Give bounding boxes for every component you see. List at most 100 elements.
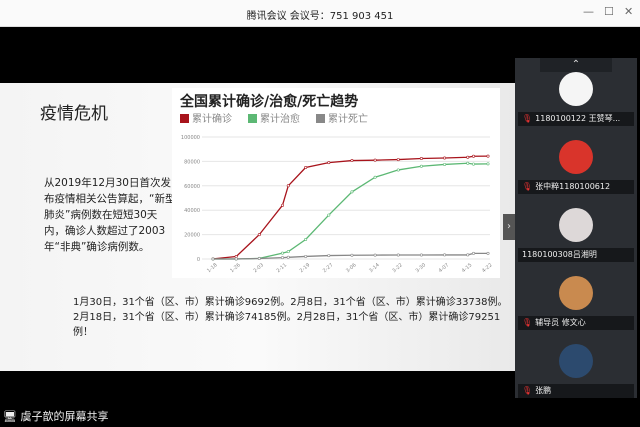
x-tick-label: 3-22 <box>391 262 404 274</box>
data-point <box>373 158 377 162</box>
data-point <box>486 162 490 166</box>
x-tick-label: 3-30 <box>414 262 427 274</box>
data-point <box>257 257 261 261</box>
slide-bottom-text: 1月30日，31个省（区、市）累计确诊9692例。2月8日，31个省（区、市）累… <box>73 297 508 338</box>
data-point <box>466 161 470 165</box>
data-point <box>419 164 423 168</box>
x-tick-label: 3-06 <box>345 262 358 274</box>
data-point <box>419 253 423 257</box>
data-point <box>472 251 476 255</box>
y-tick-label: 0 <box>197 257 200 263</box>
series-line <box>212 252 489 260</box>
x-tick-label: 3-14 <box>368 262 381 274</box>
x-tick-label: 2-11 <box>276 262 289 274</box>
data-point <box>286 255 290 259</box>
data-point <box>350 253 354 257</box>
participant-tile[interactable]: 🎙 辅导员 修文心 <box>515 274 637 342</box>
x-tick-label: 4-22 <box>481 262 494 274</box>
participant-tile[interactable]: 🎙 张鹏 <box>515 342 637 410</box>
screen-share-icon: 🖥 <box>3 410 17 423</box>
avatar <box>559 344 593 378</box>
slide-title: 疫情危机 <box>40 104 108 124</box>
data-point <box>443 156 447 160</box>
participant-name: 🎙 1180100122 王赞琴... <box>518 112 634 126</box>
chart-title: 全国累计确诊/治愈/死亡趋势 <box>179 93 358 110</box>
mic-off-icon: 🎙 <box>522 182 533 191</box>
avatar <box>559 276 593 310</box>
y-tick-label: 40000 <box>184 208 200 214</box>
data-point <box>419 156 423 160</box>
data-point <box>373 175 377 179</box>
data-point <box>486 154 490 158</box>
data-point <box>280 203 284 207</box>
mic-off-icon: 🎙 <box>522 386 533 395</box>
series-line <box>212 155 489 260</box>
window-title: 腾讯会议 会议号：751 903 451 <box>246 11 394 22</box>
data-point <box>350 159 354 163</box>
x-tick-label: 1-18 <box>206 262 219 274</box>
data-point <box>327 161 331 165</box>
data-point <box>350 190 354 194</box>
data-point <box>486 251 490 255</box>
close-button[interactable]: ✕ <box>624 5 634 18</box>
x-tick-label: 2-03 <box>252 262 265 274</box>
data-point <box>327 254 331 258</box>
x-tick-label: 1-26 <box>229 262 242 274</box>
data-point <box>472 162 476 166</box>
y-tick-label: 100000 <box>181 135 200 141</box>
y-tick-label: 80000 <box>184 159 200 165</box>
data-point <box>304 254 308 258</box>
participant-tile[interactable]: 🎙 张中粹1180100612 <box>515 138 637 206</box>
x-tick-label: 4-15 <box>461 262 474 274</box>
data-point <box>304 237 308 241</box>
participant-name: 🎙 张中粹1180100612 <box>518 180 634 194</box>
data-point <box>443 253 447 257</box>
participant-tile[interactable]: 🎙 1180100122 王赞琴... <box>515 70 637 138</box>
data-point <box>396 158 400 162</box>
data-point <box>373 253 377 257</box>
data-point <box>466 253 470 257</box>
series-line <box>213 162 489 260</box>
legend-label: 累计死亡 <box>328 112 368 125</box>
data-point <box>304 166 308 170</box>
legend-swatch <box>180 114 189 123</box>
expand-handle[interactable]: › <box>503 214 515 240</box>
scroll-up-button[interactable]: ⌃ <box>540 58 612 72</box>
data-point <box>257 233 261 237</box>
legend-label: 累计治愈 <box>260 112 300 125</box>
data-point <box>234 257 238 261</box>
participant-panel: ⌃ 🎙 1180100122 王赞琴... 🎙 张中粹1180100612 1180… <box>515 58 637 398</box>
data-point <box>396 168 400 172</box>
x-tick-label: 4-07 <box>438 262 451 274</box>
x-tick-label: 2-27 <box>322 262 335 274</box>
participant-name: 🎙 辅导员 修文心 <box>518 316 634 330</box>
data-point <box>211 257 215 261</box>
legend-label: 累计确诊 <box>192 112 232 125</box>
trend-chart: 全国累计确诊/治愈/死亡趋势 累计确诊 累计治愈 累计死亡 0 20000 40000 600… <box>172 88 500 278</box>
data-point <box>280 251 284 255</box>
avatar <box>559 140 593 174</box>
data-point <box>286 184 290 188</box>
data-point <box>466 155 470 159</box>
minimize-button[interactable]: — <box>583 5 594 18</box>
data-point <box>327 213 331 217</box>
share-indicator: 🖥 虞子歆的屏幕共享 <box>3 408 108 424</box>
maximize-button[interactable]: ☐ <box>604 5 614 18</box>
legend-swatch <box>248 114 257 123</box>
legend-swatch <box>316 114 325 123</box>
data-point <box>280 256 284 260</box>
slide-paragraph: 从2019年12月30日首次发布疫情相关公告算起，“新型肺炎”病例数在短短30天… <box>44 177 176 253</box>
mic-off-icon: 🎙 <box>522 318 533 327</box>
data-point <box>286 250 290 254</box>
data-point <box>443 162 447 166</box>
avatar <box>559 72 593 106</box>
x-tick-label: 2-19 <box>299 262 312 274</box>
participant-name: 1180100308吕湘明 <box>518 248 634 262</box>
title-bar: 腾讯会议 会议号：751 903 451 — ☐ ✕ <box>0 0 640 27</box>
avatar <box>559 208 593 242</box>
y-tick-label: 20000 <box>184 233 200 239</box>
participant-tile[interactable]: 1180100308吕湘明 <box>515 206 637 274</box>
data-point <box>472 154 476 158</box>
mic-off-icon: 🎙 <box>522 114 533 123</box>
